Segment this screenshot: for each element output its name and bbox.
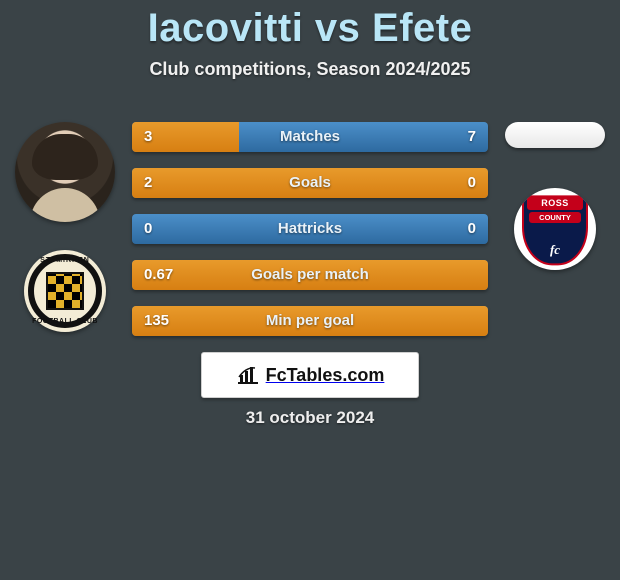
stat-label: Goals — [132, 168, 488, 198]
stat-row: 135 Min per goal — [132, 306, 488, 336]
stat-label: Min per goal — [132, 306, 488, 336]
crest-ring — [28, 254, 102, 328]
stat-right-value: 0 — [468, 214, 476, 244]
crest-fc-label: fc — [550, 242, 560, 258]
player1-avatar — [15, 122, 115, 222]
stats-rows: 3 Matches 7 2 Goals 0 0 Hattricks 0 0.67… — [132, 122, 488, 352]
player1-club-crest: ST. MIRREN FOOTBALL CLUB — [24, 250, 106, 332]
crest-text-top: ST. MIRREN — [24, 257, 106, 264]
comparison-card: Iacovitti vs Efete Club competitions, Se… — [0, 0, 620, 580]
stat-label: Hattricks — [132, 214, 488, 244]
player2-club-crest: ROSS COUNTY fc — [514, 188, 596, 270]
player2-avatar-placeholder — [505, 122, 605, 148]
stat-right-value: 0 — [468, 168, 476, 198]
right-player-column: ROSS COUNTY fc — [500, 122, 610, 270]
crest-banner-mid: COUNTY — [529, 212, 581, 223]
stat-label: Goals per match — [132, 260, 488, 290]
left-player-column: ST. MIRREN FOOTBALL CLUB — [10, 122, 120, 332]
brand-text: FcTables.com — [266, 365, 385, 386]
stat-row: 0.67 Goals per match — [132, 260, 488, 290]
stat-label: Matches — [132, 122, 488, 152]
stat-row: 0 Hattricks 0 — [132, 214, 488, 244]
crest-banner-top: ROSS — [527, 196, 583, 210]
stat-right-value: 7 — [468, 122, 476, 152]
stat-row: 2 Goals 0 — [132, 168, 488, 198]
crest-text-bottom: FOOTBALL CLUB — [24, 318, 106, 325]
page-title: Iacovitti vs Efete — [0, 0, 620, 51]
stat-row: 3 Matches 7 — [132, 122, 488, 152]
snapshot-date: 31 october 2024 — [0, 408, 620, 428]
subtitle: Club competitions, Season 2024/2025 — [0, 59, 620, 80]
bar-chart-icon — [236, 365, 260, 385]
brand-link[interactable]: FcTables.com — [201, 352, 419, 398]
